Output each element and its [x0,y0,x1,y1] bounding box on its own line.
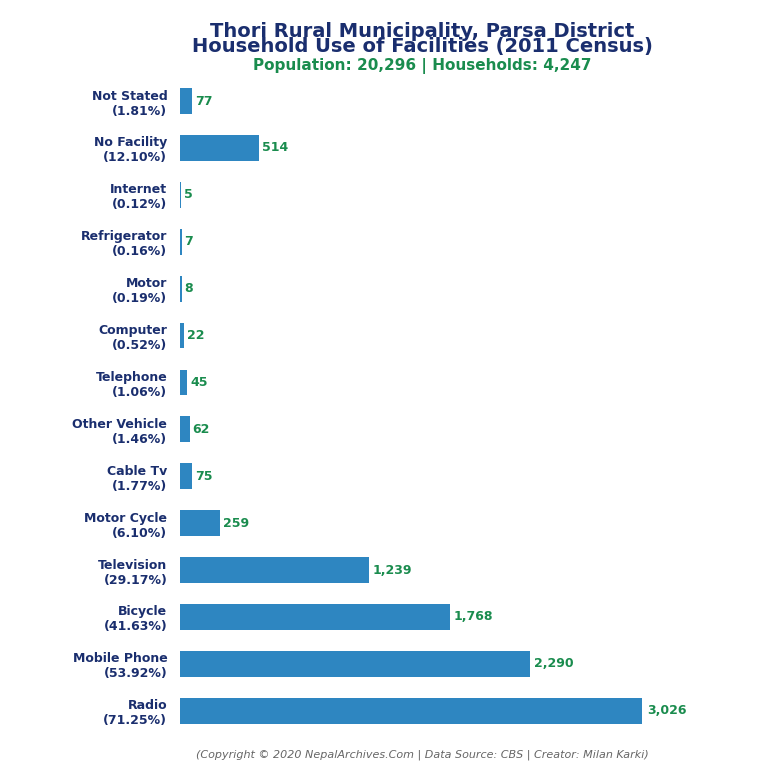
Bar [180,557,369,583]
Bar [180,698,642,723]
Text: 1,768: 1,768 [453,611,493,624]
Text: Household Use of Facilities (2011 Census): Household Use of Facilities (2011 Census… [192,37,653,56]
Text: 3,026: 3,026 [647,704,687,717]
Bar [180,276,182,302]
Bar [180,463,192,489]
Text: 514: 514 [262,141,288,154]
Text: 2,290: 2,290 [534,657,574,670]
Bar [180,229,181,255]
Bar [180,135,259,161]
Text: (Copyright © 2020 NepalArchives.Com | Data Source: CBS | Creator: Milan Karki): (Copyright © 2020 NepalArchives.Com | Da… [196,750,649,760]
Text: Population: 20,296 | Households: 4,247: Population: 20,296 | Households: 4,247 [253,58,591,74]
Text: 22: 22 [187,329,204,342]
Bar [180,369,187,396]
Bar [180,604,450,630]
Bar [180,323,184,349]
Bar [180,651,530,677]
Text: 75: 75 [194,470,212,483]
Text: 62: 62 [193,423,210,435]
Text: 77: 77 [195,94,213,108]
Text: 7: 7 [184,235,193,248]
Bar [180,416,190,442]
Text: 8: 8 [184,282,193,295]
Bar [180,510,220,536]
Bar [180,88,192,114]
Text: 5: 5 [184,188,193,201]
Text: 259: 259 [223,517,249,530]
Text: 1,239: 1,239 [372,564,412,577]
Text: Thori Rural Municipality, Parsa District: Thori Rural Municipality, Parsa District [210,22,634,41]
Text: 45: 45 [190,376,207,389]
